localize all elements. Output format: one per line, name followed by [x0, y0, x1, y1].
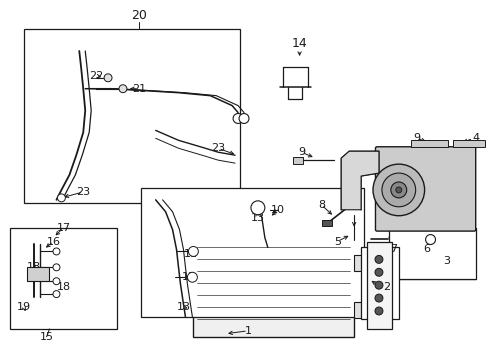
- Circle shape: [374, 255, 382, 264]
- Text: 18: 18: [26, 262, 41, 272]
- Circle shape: [374, 307, 382, 315]
- Text: 16: 16: [46, 237, 61, 247]
- Circle shape: [374, 294, 382, 302]
- Text: 13: 13: [176, 302, 190, 312]
- Bar: [388, 228, 475, 279]
- Circle shape: [57, 194, 65, 202]
- Circle shape: [53, 248, 60, 255]
- Text: 13: 13: [250, 213, 264, 223]
- Circle shape: [53, 264, 60, 271]
- Bar: [360, 247, 398, 319]
- Bar: [353, 302, 362, 318]
- Circle shape: [188, 247, 198, 256]
- Circle shape: [187, 272, 197, 282]
- Circle shape: [239, 113, 248, 123]
- Text: 8: 8: [317, 200, 325, 210]
- Text: 5: 5: [333, 237, 340, 247]
- Bar: [353, 255, 362, 271]
- Text: 7: 7: [389, 244, 397, 255]
- Bar: [141, 188, 364, 317]
- Text: 12: 12: [181, 272, 195, 282]
- Text: 10: 10: [270, 205, 284, 215]
- Circle shape: [119, 85, 127, 93]
- Circle shape: [233, 113, 243, 123]
- Bar: [322, 220, 332, 226]
- Text: 1: 1: [244, 326, 251, 336]
- Circle shape: [390, 182, 406, 198]
- Text: 20: 20: [131, 9, 146, 22]
- Circle shape: [250, 201, 264, 215]
- Text: 23: 23: [76, 187, 90, 197]
- Circle shape: [374, 268, 382, 276]
- Circle shape: [53, 278, 60, 285]
- Text: 6: 6: [422, 244, 429, 255]
- Text: 9: 9: [412, 133, 419, 143]
- Text: 17: 17: [56, 222, 70, 233]
- Bar: [452, 140, 484, 147]
- Circle shape: [372, 164, 424, 216]
- Text: 14: 14: [291, 37, 307, 50]
- Circle shape: [104, 74, 112, 82]
- Bar: [193, 238, 353, 337]
- Text: 21: 21: [131, 84, 145, 94]
- Bar: [366, 242, 391, 329]
- Text: 15: 15: [40, 332, 53, 342]
- Text: 19: 19: [17, 302, 31, 312]
- Bar: [410, 140, 447, 147]
- Circle shape: [53, 291, 60, 298]
- FancyBboxPatch shape: [375, 147, 475, 231]
- Circle shape: [381, 173, 415, 207]
- Bar: [292, 157, 302, 164]
- Text: 11: 11: [183, 249, 197, 260]
- Text: 22: 22: [89, 71, 103, 81]
- Text: 9: 9: [297, 147, 305, 157]
- Circle shape: [425, 235, 435, 244]
- Text: 4: 4: [472, 133, 479, 143]
- Bar: [27, 267, 48, 281]
- Bar: [24, 29, 240, 203]
- Circle shape: [395, 187, 401, 193]
- Text: 18: 18: [56, 282, 70, 292]
- Polygon shape: [341, 151, 378, 210]
- Text: 3: 3: [442, 256, 449, 266]
- Text: 23: 23: [211, 143, 225, 153]
- Text: 2: 2: [383, 282, 389, 292]
- Bar: [10, 228, 117, 329]
- Circle shape: [374, 281, 382, 289]
